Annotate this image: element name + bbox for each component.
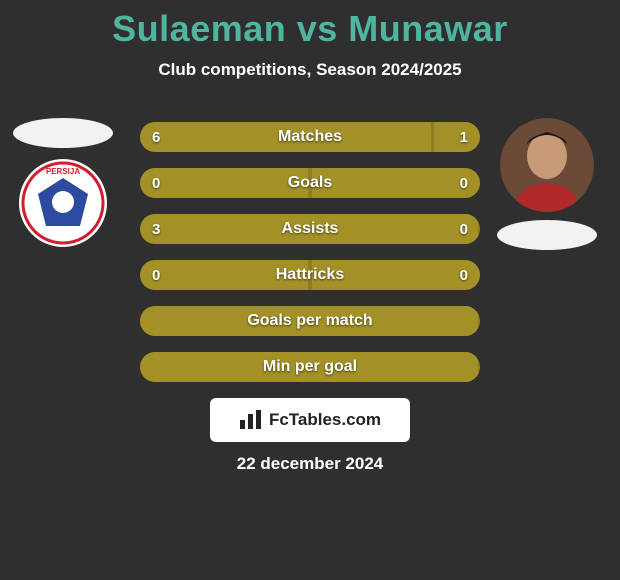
- stat-row: Min per goal: [140, 352, 480, 382]
- footer-date: 22 december 2024: [0, 454, 620, 474]
- stat-value-right: 0: [448, 214, 480, 244]
- stat-label: Matches: [140, 122, 480, 152]
- stat-value-left: 0: [140, 260, 172, 290]
- svg-text:PERSIJA: PERSIJA: [46, 167, 80, 176]
- stat-row: Matches6 1: [140, 122, 480, 152]
- club-badge-icon: PERSIJA: [18, 158, 108, 248]
- page-title: Sulaeman vs Munawar: [0, 0, 620, 50]
- comparison-bars: Matches61Goals00Assists30Hattricks00Goal…: [140, 122, 480, 398]
- stat-label: Goals: [140, 168, 480, 198]
- stat-label: Assists: [140, 214, 480, 244]
- player-left-ellipse: [13, 118, 113, 148]
- bars-icon: [239, 410, 263, 430]
- stat-value-right: 0: [448, 168, 480, 198]
- stat-row: Assists3 0: [140, 214, 480, 244]
- stat-label: Goals per match: [140, 306, 480, 336]
- source-logo-text: FcTables.com: [269, 410, 381, 430]
- player-right-column: [492, 118, 602, 260]
- source-logo: FcTables.com: [210, 398, 410, 442]
- stat-value-left: 6: [140, 122, 172, 152]
- player-left-column: PERSIJA: [8, 118, 118, 248]
- stat-row: Goals per match: [140, 306, 480, 336]
- page-subtitle: Club competitions, Season 2024/2025: [0, 60, 620, 80]
- stat-label: Min per goal: [140, 352, 480, 382]
- player-right-avatar: [500, 118, 594, 212]
- stat-value-right: 0: [448, 260, 480, 290]
- stat-value-left: 0: [140, 168, 172, 198]
- player-left-club-badge: PERSIJA: [18, 158, 108, 248]
- player-right-ellipse: [497, 220, 597, 250]
- stat-value-left: 3: [140, 214, 172, 244]
- avatar-placeholder-icon: [500, 118, 594, 212]
- comparison-infographic: Sulaeman vs Munawar Club competitions, S…: [0, 0, 620, 580]
- stat-label: Hattricks: [140, 260, 480, 290]
- stat-row: Hattricks0 0: [140, 260, 480, 290]
- stat-row: Goals0 0: [140, 168, 480, 198]
- stat-value-right: 1: [448, 122, 480, 152]
